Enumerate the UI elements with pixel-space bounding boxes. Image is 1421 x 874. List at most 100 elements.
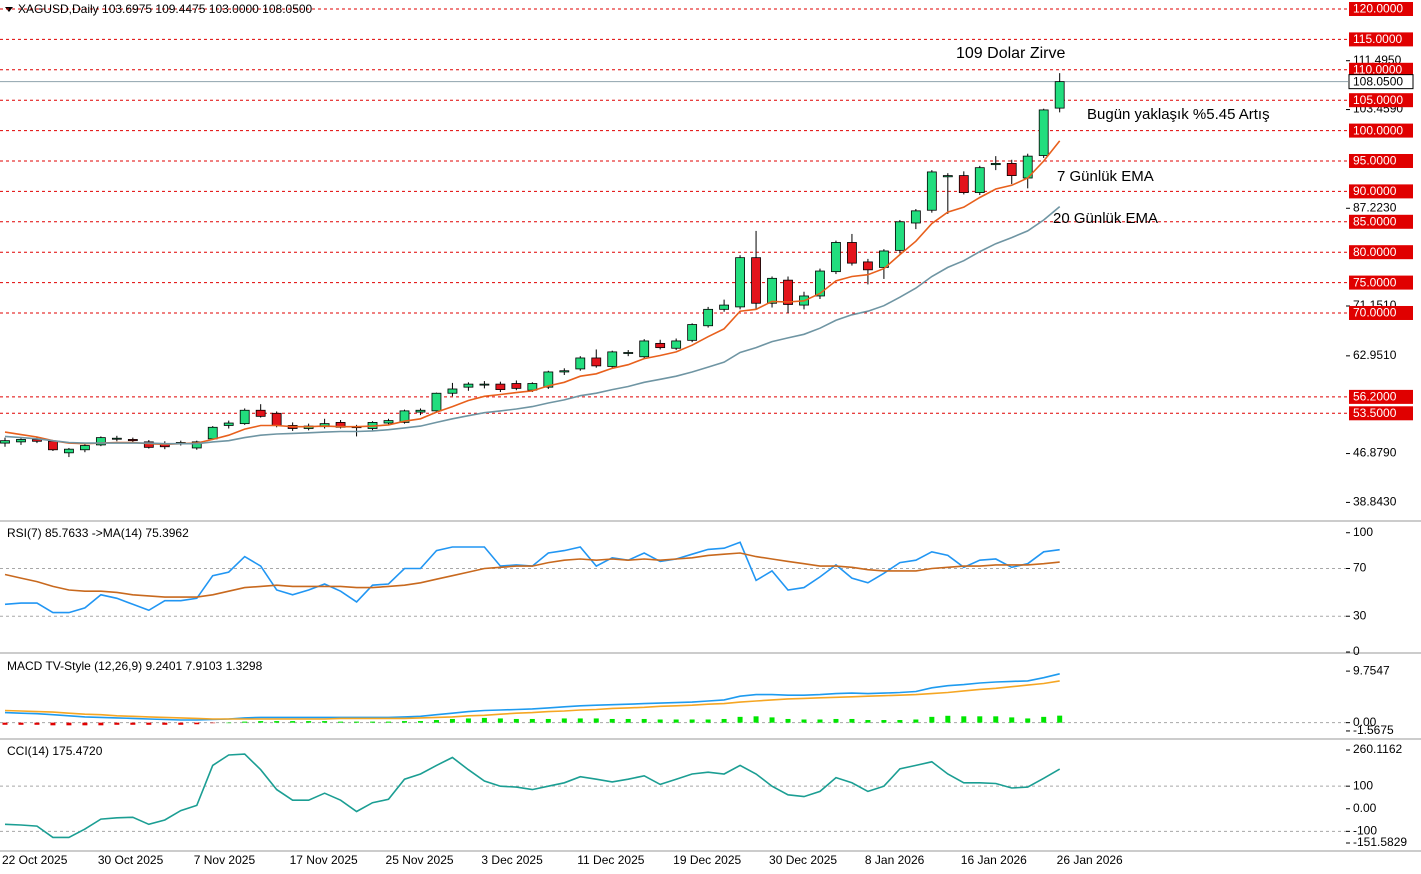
- y-tick-label: 87.2230: [1353, 200, 1397, 214]
- y-tick-label: 70: [1353, 561, 1367, 575]
- menu-triangle: [5, 7, 13, 12]
- histogram-bar: [849, 718, 855, 723]
- candle-body: [847, 242, 857, 264]
- level-label: 53.5000: [1353, 406, 1397, 420]
- price-label: 108.0500: [1353, 74, 1403, 88]
- histogram-bar: [274, 721, 280, 723]
- histogram-bar: [721, 718, 727, 723]
- histogram-bar: [897, 720, 903, 723]
- histogram-bar: [1041, 716, 1047, 723]
- histogram-bar: [210, 722, 216, 724]
- candle-body: [463, 383, 474, 388]
- x-tick-label: 8 Jan 2026: [865, 853, 925, 867]
- candle-body: [1006, 163, 1017, 176]
- candle-body: [415, 409, 426, 413]
- histogram-bar: [529, 718, 535, 723]
- y-tick-label: 0.00: [1353, 715, 1377, 729]
- y-tick-label: 0: [1353, 644, 1360, 658]
- candle-body: [383, 420, 394, 424]
- candle-body: [863, 261, 873, 271]
- histogram-bar: [18, 722, 24, 725]
- histogram-bar: [130, 722, 136, 725]
- candle-body: [207, 426, 218, 440]
- panel-title: MACD TV-Style (12,26,9) 9.2401 7.9103 1.…: [7, 659, 263, 673]
- y-tick-label: 38.8430: [1353, 495, 1397, 509]
- candle-body: [559, 370, 570, 373]
- histogram-bar: [833, 718, 839, 723]
- candle-body: [926, 171, 937, 211]
- candle-body: [127, 439, 138, 442]
- histogram-bar: [66, 722, 72, 726]
- candle-body: [751, 257, 761, 304]
- level-box: [1349, 389, 1413, 404]
- level-box: [1349, 32, 1413, 47]
- candle-body: [879, 250, 889, 268]
- histogram-bar: [370, 721, 376, 723]
- histogram-bar: [449, 718, 455, 723]
- candle-body: [607, 351, 618, 367]
- histogram-bar: [561, 718, 567, 723]
- candle-body: [783, 279, 793, 305]
- candle-body: [255, 409, 266, 417]
- annotation: Bugün yaklaşık %5.45 Artış: [1087, 106, 1270, 123]
- histogram-bar: [513, 718, 519, 723]
- x-tick-label: 22 Oct 2025: [2, 853, 68, 867]
- x-tick-label: 16 Jan 2026: [961, 853, 1027, 867]
- y-tick-label: 46.8790: [1353, 446, 1397, 460]
- candle-body: [894, 221, 905, 251]
- level-label: 75.0000: [1353, 275, 1397, 289]
- candle-body: [16, 439, 26, 443]
- level-box: [1349, 93, 1413, 108]
- histogram-bar: [945, 715, 951, 723]
- x-tick-label: 17 Nov 2025: [290, 853, 358, 867]
- histogram-bar: [657, 719, 663, 723]
- histogram-bar: [785, 718, 791, 723]
- level-label: 100.0000: [1353, 123, 1403, 137]
- candle-body: [735, 257, 745, 308]
- y-tick-label: 0.00: [1353, 801, 1377, 815]
- histogram-bar: [50, 722, 56, 726]
- candle-body: [767, 277, 777, 304]
- histogram-bar: [2, 722, 8, 725]
- series-line: [4, 205, 1061, 445]
- histogram-bar: [881, 720, 887, 723]
- histogram-bar: [753, 716, 759, 723]
- x-tick-label: 25 Nov 2025: [386, 853, 454, 867]
- candle-body: [958, 175, 969, 194]
- level-box: [1349, 406, 1413, 421]
- y-tick-label: 9.7547: [1353, 663, 1390, 677]
- panel-title: XAGUSD,Daily 103.6975 109.4475 103.0000 …: [18, 2, 313, 16]
- candle-body: [575, 357, 586, 370]
- histogram-bar: [993, 716, 999, 723]
- level-label: 85.0000: [1353, 214, 1397, 228]
- candle-body: [191, 441, 202, 449]
- candle-body: [80, 445, 90, 451]
- histogram-bar: [593, 718, 599, 723]
- x-tick-label: 7 Nov 2025: [194, 853, 256, 867]
- candle-body: [910, 210, 921, 224]
- histogram-bar: [433, 720, 439, 723]
- histogram-bar: [465, 718, 471, 723]
- candle-body: [64, 448, 74, 454]
- histogram-bar: [705, 719, 711, 723]
- level-label: 120.0000: [1353, 2, 1403, 16]
- histogram-bar: [929, 716, 935, 723]
- histogram-bar: [146, 722, 152, 725]
- histogram-bar: [290, 721, 296, 723]
- candle-body: [591, 357, 602, 367]
- histogram-bar: [306, 721, 312, 723]
- candle-body: [815, 270, 825, 297]
- panel-title: CCI(14) 175.4720: [7, 744, 103, 758]
- histogram-bar: [497, 718, 503, 723]
- candle-body: [655, 342, 666, 349]
- histogram-bar: [354, 721, 360, 723]
- level-label: 95.0000: [1353, 154, 1397, 168]
- candle-body: [431, 392, 442, 412]
- y-tick-label: 260.1162: [1353, 742, 1402, 756]
- candle-body: [111, 437, 122, 440]
- level-box: [1349, 305, 1413, 320]
- histogram-bar: [961, 716, 967, 723]
- series-label: 7 Günlük EMA: [1057, 168, 1154, 185]
